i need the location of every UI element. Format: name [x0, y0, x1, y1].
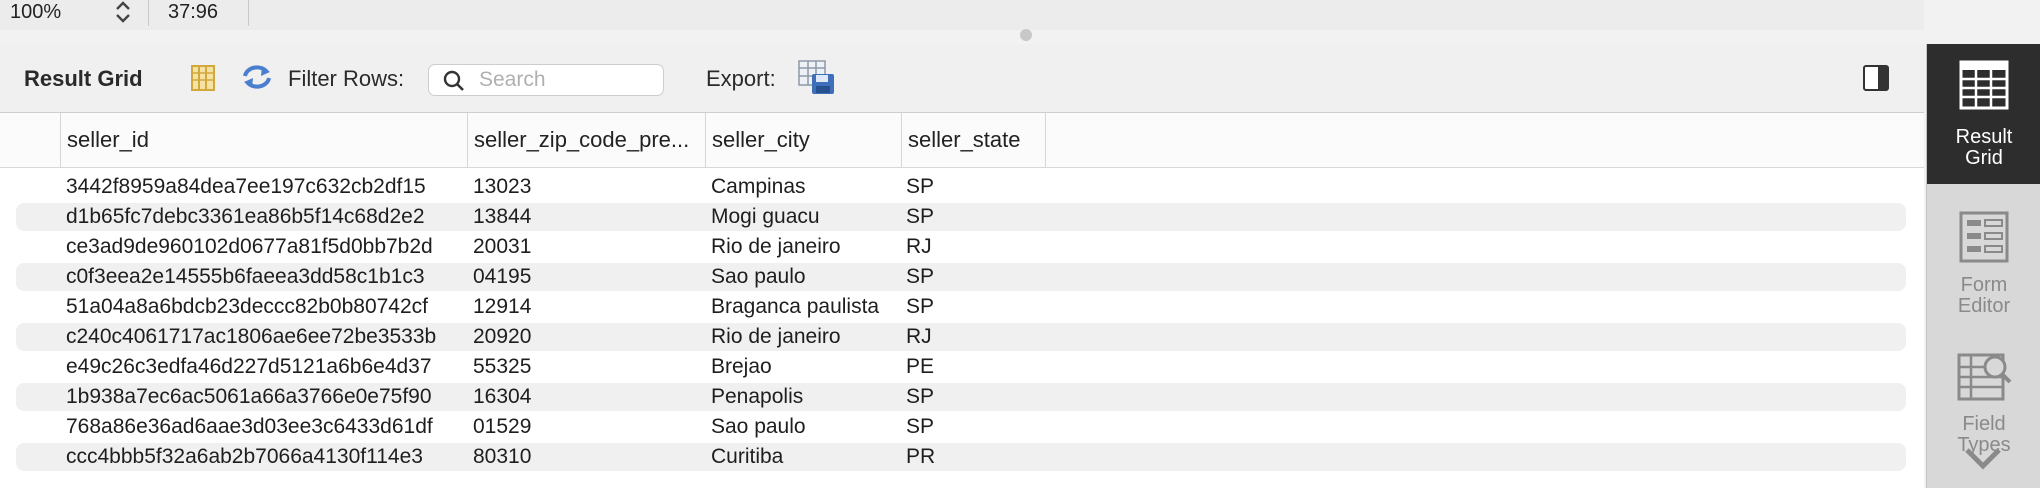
- cell-seller-id[interactable]: ce3ad9de960102d0677a81f5d0bb7b2d: [66, 235, 433, 258]
- row-stripe: [16, 263, 1906, 291]
- column-header-seller-zip[interactable]: seller_zip_code_pre...: [467, 113, 705, 167]
- cell-seller-id[interactable]: e49c26c3edfa46d227d5121a6b6e4d37: [66, 355, 432, 378]
- cell-seller-zip[interactable]: 12914: [473, 295, 532, 318]
- cell-seller-city[interactable]: Penapolis: [711, 385, 804, 408]
- cell-seller-state[interactable]: RJ: [906, 235, 932, 258]
- cell-seller-state[interactable]: SP: [906, 175, 935, 198]
- field-types-icon: [1957, 351, 2013, 408]
- cell-seller-zip[interactable]: 01529: [473, 415, 532, 438]
- splitter-handle[interactable]: [1020, 29, 1032, 41]
- cell-seller-city[interactable]: Sao paulo: [711, 265, 806, 288]
- divider: [248, 0, 249, 26]
- cursor-position: 37:96: [168, 1, 219, 23]
- cell-seller-zip[interactable]: 04195: [473, 265, 532, 288]
- cell-seller-city[interactable]: Brejao: [711, 355, 772, 378]
- filter-rows-label: Filter Rows:: [288, 66, 405, 91]
- form-editor-view-button[interactable]: Form Editor: [1927, 199, 2040, 339]
- column-header-seller-state[interactable]: seller_state: [901, 113, 1046, 167]
- row-stripe: [16, 383, 1906, 411]
- table-row[interactable]: 768a86e36ad6aae3d03ee3c6433d61df 01529 S…: [0, 412, 1924, 442]
- table-row[interactable]: c240c4061717ac1806ae6ee72be3533b 20920 R…: [0, 322, 1924, 352]
- refresh-icon[interactable]: [240, 62, 274, 97]
- divider: [148, 0, 149, 26]
- form-editor-view-label: Form Editor: [1957, 274, 2011, 317]
- cell-seller-state[interactable]: SP: [906, 205, 935, 228]
- form-editor-icon: [1959, 211, 2009, 268]
- cell-seller-id[interactable]: d1b65fc7debc3361ea86b5f14c68d2e2: [66, 205, 425, 228]
- cell-seller-city[interactable]: Curitiba: [711, 445, 784, 468]
- table-row[interactable]: d1b65fc7debc3361ea86b5f14c68d2e2 13844 M…: [0, 202, 1924, 232]
- cell-seller-zip[interactable]: 13844: [473, 205, 532, 228]
- grid-header: seller_id seller_zip_code_pre... seller_…: [0, 113, 1924, 168]
- cell-seller-city[interactable]: Rio de janeiro: [711, 235, 841, 258]
- toggle-columns-icon[interactable]: [190, 64, 216, 97]
- cell-seller-id[interactable]: ccc4bbb5f32a6ab2b7066a4130f114e3: [66, 445, 423, 468]
- result-toolbar: Result Grid Filter Rows: Export:: [0, 44, 1924, 114]
- table-row[interactable]: c0f3eea2e14555b6faeea3dd58c1b1c3 04195 S…: [0, 262, 1924, 292]
- cell-seller-city[interactable]: Campinas: [711, 175, 806, 198]
- column-header-seller-id[interactable]: seller_id: [60, 113, 467, 167]
- cell-seller-id[interactable]: 51a04a8a6bdcb23deccc82b0b80742cf: [66, 295, 428, 318]
- export-label: Export:: [706, 66, 776, 91]
- zoom-level: 100%: [10, 1, 62, 23]
- cell-seller-id[interactable]: c240c4061717ac1806ae6ee72be3533b: [66, 325, 437, 348]
- cell-seller-id[interactable]: c0f3eea2e14555b6faeea3dd58c1b1c3: [66, 265, 425, 288]
- cell-seller-state[interactable]: PR: [906, 445, 936, 468]
- cell-seller-zip[interactable]: 55325: [473, 355, 532, 378]
- view-switcher-panel: Result Grid Form Editor: [1926, 44, 2040, 488]
- status-bar: 100% 37:96: [0, 0, 1924, 30]
- result-grid-icon: [1959, 60, 2009, 115]
- chevron-down-icon[interactable]: [1963, 444, 2003, 477]
- cell-seller-city[interactable]: Braganca paulista: [711, 295, 880, 318]
- cell-seller-zip[interactable]: 20920: [473, 325, 532, 348]
- cell-seller-id[interactable]: 768a86e36ad6aae3d03ee3c6433d61df: [66, 415, 433, 438]
- toggle-sidebar-icon[interactable]: [1862, 64, 1890, 97]
- search-icon: [443, 70, 465, 97]
- row-stripe: [16, 203, 1906, 231]
- cell-seller-state[interactable]: RJ: [906, 325, 932, 348]
- cell-seller-city[interactable]: Mogi guacu: [711, 205, 820, 228]
- cell-seller-state[interactable]: SP: [906, 385, 935, 408]
- table-row[interactable]: 1b938a7ec6ac5061a66a3766e0e75f90 16304 P…: [0, 382, 1924, 412]
- search-input[interactable]: [479, 67, 654, 93]
- cell-seller-zip[interactable]: 80310: [473, 445, 532, 468]
- cell-seller-zip[interactable]: 16304: [473, 385, 532, 408]
- result-grid: seller_id seller_zip_code_pre... seller_…: [0, 113, 1924, 488]
- table-row[interactable]: 3442f8959a84dea7ee197c632cb2df15 13023 C…: [0, 172, 1924, 202]
- export-icon[interactable]: [798, 60, 836, 101]
- row-stripe: [16, 443, 1906, 471]
- cell-seller-zip[interactable]: 20031: [473, 235, 532, 258]
- result-grid-title: Result Grid: [24, 66, 143, 91]
- cell-seller-state[interactable]: SP: [906, 295, 935, 318]
- result-grid-view-label: Result Grid: [1955, 126, 2013, 169]
- result-grid-view-button[interactable]: Result Grid: [1927, 44, 2040, 184]
- cell-seller-city[interactable]: Rio de janeiro: [711, 325, 841, 348]
- cell-seller-city[interactable]: Sao paulo: [711, 415, 806, 438]
- table-row[interactable]: ccc4bbb5f32a6ab2b7066a4130f114e3 80310 C…: [0, 442, 1924, 472]
- cell-seller-state[interactable]: SP: [906, 415, 935, 438]
- cell-seller-id[interactable]: 3442f8959a84dea7ee197c632cb2df15: [66, 175, 426, 198]
- filter-search-box[interactable]: [428, 64, 664, 96]
- column-header-seller-city[interactable]: seller_city: [705, 113, 901, 167]
- row-stripe: [16, 323, 1906, 351]
- zoom-stepper-icon[interactable]: [114, 0, 132, 26]
- cell-seller-state[interactable]: SP: [906, 265, 935, 288]
- cell-seller-state[interactable]: PE: [906, 355, 935, 378]
- table-row[interactable]: ce3ad9de960102d0677a81f5d0bb7b2d 20031 R…: [0, 232, 1924, 262]
- table-row[interactable]: 51a04a8a6bdcb23deccc82b0b80742cf 12914 B…: [0, 292, 1924, 322]
- cell-seller-zip[interactable]: 13023: [473, 175, 532, 198]
- cell-seller-id[interactable]: 1b938a7ec6ac5061a66a3766e0e75f90: [66, 385, 432, 408]
- table-row[interactable]: e49c26c3edfa46d227d5121a6b6e4d37 55325 B…: [0, 352, 1924, 382]
